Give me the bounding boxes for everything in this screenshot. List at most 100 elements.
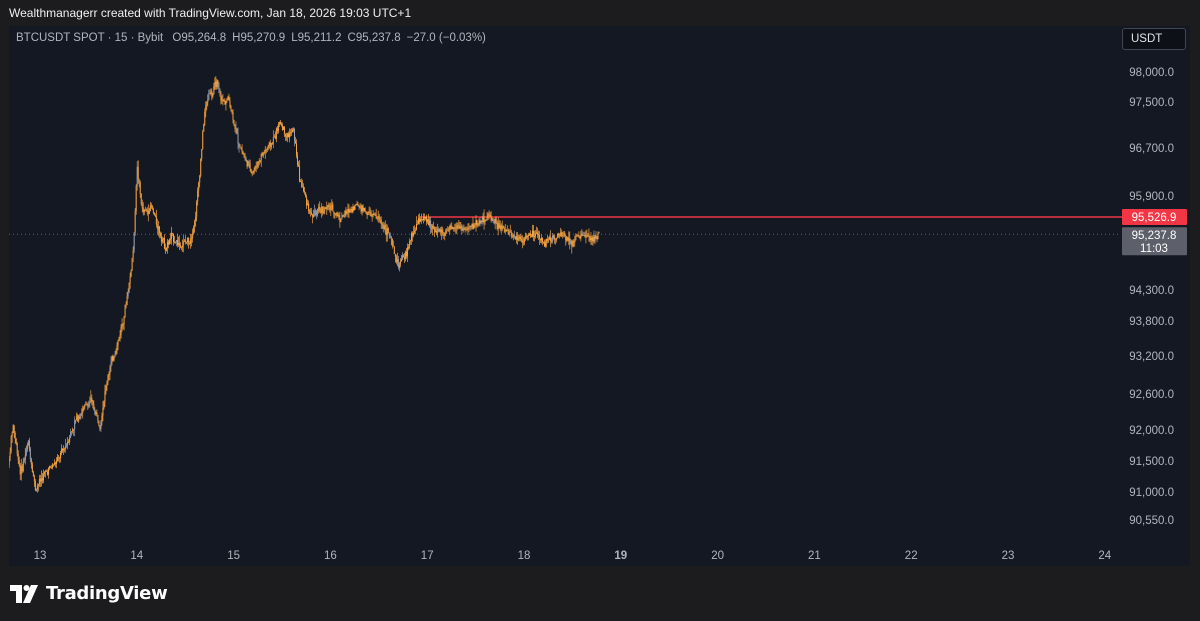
candle-body [481, 220, 483, 223]
candle-body [545, 242, 547, 247]
candle-body [289, 132, 291, 134]
candle-body [463, 228, 465, 230]
candle-body [374, 214, 376, 216]
candle-body [132, 249, 134, 258]
candle-body [316, 211, 318, 216]
candle-body [396, 259, 398, 262]
candle-body [330, 209, 332, 210]
candle-body [67, 442, 69, 445]
candle-body [320, 210, 322, 213]
candle-body [542, 237, 544, 243]
candle-body [217, 80, 219, 84]
candle-body [502, 226, 504, 229]
candle-body [62, 448, 64, 451]
candle-body [566, 237, 568, 241]
candle-body [471, 223, 473, 227]
candle-body [420, 219, 422, 222]
candle-body [163, 238, 165, 249]
candle-body [319, 206, 321, 211]
candle-body [239, 146, 241, 148]
candle-body [196, 201, 198, 217]
last-price-label: 95,237.8 [1132, 230, 1177, 242]
candle-body [280, 124, 282, 126]
candle-body [406, 247, 408, 257]
y-tick-label: 92,600.0 [1129, 389, 1174, 401]
candle-body [298, 164, 300, 167]
candle-body [241, 148, 243, 153]
candle-body [255, 166, 257, 167]
candle-body [86, 404, 88, 406]
candle-body [192, 233, 194, 238]
tradingview-logo: TradingView [10, 583, 168, 604]
candle-body [230, 106, 232, 111]
candle-body [458, 226, 460, 229]
candle-body [371, 214, 373, 217]
candle-body [397, 259, 399, 268]
candle-body [208, 93, 210, 100]
chart-panel[interactable]: 98,000.0 97,500.0 96,700.0 95,900.0 94,300.0… [9, 26, 1190, 566]
candle-body [13, 425, 15, 434]
candle-body [518, 236, 520, 239]
y-tick-label: 95,900.0 [1129, 191, 1174, 203]
candle-body [407, 247, 409, 249]
candle-body [254, 166, 256, 170]
candle-body [508, 231, 510, 235]
high-label: H [232, 32, 241, 44]
candle-body [117, 340, 119, 346]
resistance-price-label-bg [1122, 209, 1187, 225]
candle-body [571, 240, 573, 247]
candle-body [531, 230, 533, 237]
candle-body [291, 129, 293, 133]
candle-body [496, 222, 498, 229]
candle-body [308, 203, 310, 211]
candle-body [422, 219, 424, 221]
candle-body [500, 225, 502, 230]
candle-body [313, 214, 315, 217]
candle-body [307, 203, 309, 206]
candle-body [578, 234, 580, 236]
candle-body [333, 211, 335, 214]
candle-body [390, 237, 392, 239]
candle-body [441, 229, 443, 233]
candle-body [532, 230, 534, 237]
candle-body [261, 154, 263, 156]
candle-body [142, 207, 144, 213]
candle-body [381, 223, 383, 225]
candle-body [521, 240, 523, 243]
candle-body [478, 220, 480, 225]
candle-body [74, 420, 76, 430]
candle-body [154, 215, 156, 217]
candle-body [438, 228, 440, 232]
currency-selector[interactable]: USDT [1122, 28, 1186, 50]
candle-body [597, 233, 599, 240]
candle-body [483, 216, 485, 222]
candle-body [273, 136, 275, 138]
candle-body [24, 455, 26, 460]
candle-body [45, 471, 47, 472]
candle-body [538, 233, 540, 236]
candle-body [592, 237, 594, 241]
candle-body [448, 228, 450, 231]
price-chart[interactable]: 98,000.0 97,500.0 96,700.0 95,900.0 94,300.0… [9, 26, 1190, 566]
candle-body [515, 236, 517, 240]
candle-body [65, 445, 67, 450]
candle-body [85, 404, 87, 406]
candle-body [332, 204, 334, 212]
candle-body [238, 143, 240, 147]
candle-body [109, 367, 111, 374]
candle-body [233, 120, 235, 125]
candle-body [516, 236, 518, 240]
candle-body [487, 214, 489, 217]
candle-body [548, 239, 550, 241]
candle-body [351, 209, 353, 212]
candle-body [68, 442, 70, 443]
candle-body [215, 81, 217, 87]
candle-body [417, 223, 419, 225]
candle-body [593, 237, 595, 242]
candle-body [183, 241, 185, 246]
candle-body [585, 236, 587, 238]
candle-body [39, 478, 41, 482]
candle-body [345, 210, 347, 214]
candle-body [227, 96, 229, 99]
candle-body [591, 237, 593, 241]
